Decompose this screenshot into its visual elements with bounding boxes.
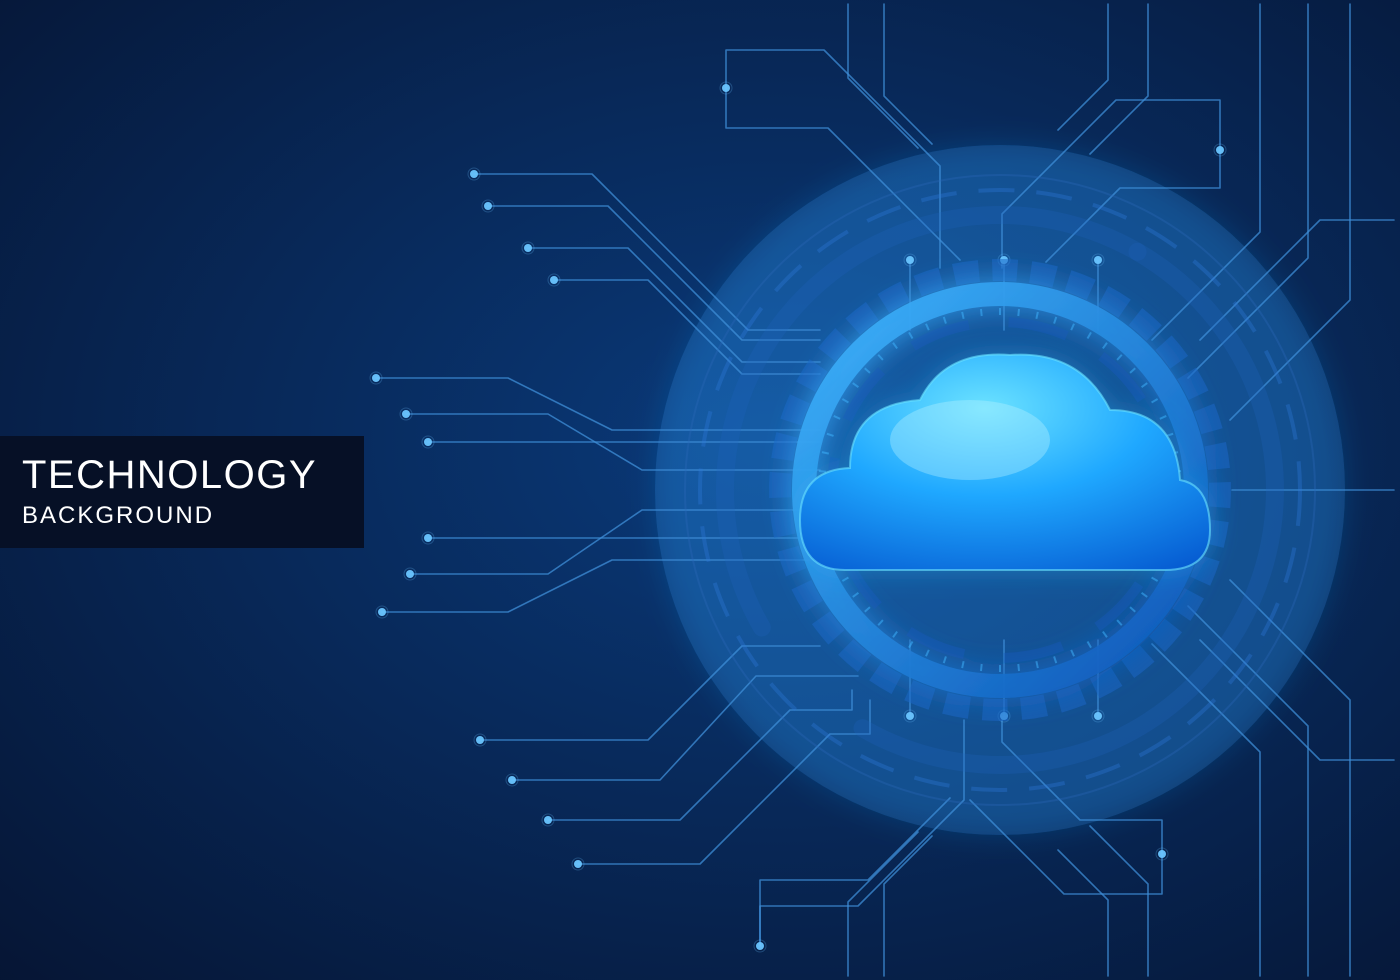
title-line2: BACKGROUND — [22, 502, 344, 530]
title-line1: TECHNOLOGY — [22, 454, 344, 496]
title-box: TECHNOLOGY BACKGROUND — [0, 436, 364, 548]
technology-background-graphic: TECHNOLOGY BACKGROUND — [0, 0, 1400, 980]
